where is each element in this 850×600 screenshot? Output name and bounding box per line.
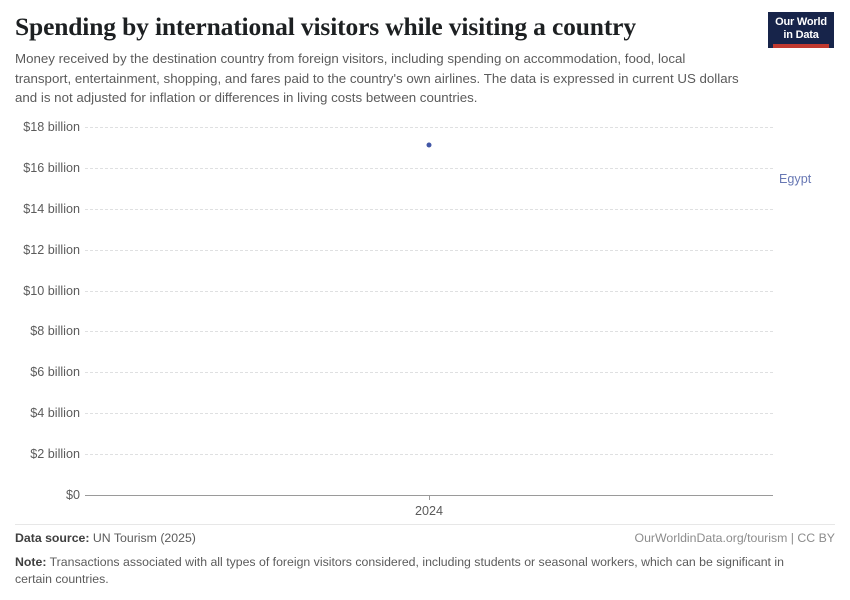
chart-footer: Data source: UN Tourism (2025) OurWorldi… (15, 531, 835, 586)
chart-note: Note: Transactions associated with all t… (15, 554, 815, 588)
y-axis-tick: $12 billion (0, 242, 80, 257)
owid-logo[interactable]: Our World in Data (768, 12, 834, 48)
x-axis-tick-label: 2024 (414, 504, 444, 518)
gridline (85, 249, 773, 251)
y-axis-tick-label: $18 billion (23, 120, 80, 134)
y-axis-tick: $6 billion (0, 365, 80, 380)
y-axis-tick-label: $10 billion (23, 283, 80, 298)
y-axis-tick-label: $4 billion (30, 406, 80, 421)
gridline (85, 167, 773, 169)
y-axis-tick: $10 billion (0, 283, 80, 298)
gridline (85, 208, 773, 210)
logo-line-1: Our World (775, 16, 827, 28)
data-point[interactable] (426, 142, 432, 148)
y-axis-tick: $8 billion (0, 324, 80, 339)
y-axis-tick-label: $12 billion (23, 242, 80, 257)
chart-note-label: Note: (15, 555, 47, 569)
gridline (85, 331, 773, 333)
chart-header: Spending by international visitors while… (15, 12, 755, 108)
y-axis-tick-label: $2 billion (30, 447, 80, 462)
chart-subtitle: Money received by the destination countr… (15, 51, 739, 105)
logo-line-2: in Data (783, 28, 819, 41)
footer-divider (15, 524, 835, 525)
y-axis-tick: $2 billion (0, 447, 80, 462)
data-source-value: UN Tourism (2025) (92, 531, 196, 545)
owid-url-license[interactable]: OurWorldinData.org/tourism | CC BY (634, 531, 835, 545)
y-axis-tick: $18 billion (0, 120, 80, 134)
gridline (85, 372, 773, 374)
gridline (85, 290, 773, 292)
gridline (85, 454, 773, 456)
page-title: Spending by international visitors while… (15, 12, 636, 41)
y-axis-tick: $16 billion (0, 160, 80, 175)
y-axis-tick-label: $6 billion (30, 365, 80, 380)
gridline (85, 127, 773, 128)
y-axis-tick-label: $8 billion (30, 324, 80, 339)
series-label-egypt[interactable]: Egypt (779, 172, 812, 187)
x-axis-tick-mark (429, 495, 430, 500)
chart-note-value: Transactions associated with all types o… (15, 555, 784, 586)
chart-plot-area[interactable]: $18 billion $16 billion $14 billion $12 bil… (0, 112, 850, 518)
gridline (85, 413, 773, 415)
y-axis-tick-label: $14 billion (23, 201, 80, 216)
y-axis-tick: $4 billion (0, 406, 80, 421)
y-axis-tick-label: $16 billion (23, 160, 80, 175)
y-axis-tick-label: $0 (65, 488, 80, 502)
y-axis-tick: $14 billion (0, 201, 80, 216)
y-axis-tick: $0 (0, 488, 80, 502)
data-source: Data source: UN Tourism (2025) (15, 531, 196, 545)
data-source-label: Data source: (15, 531, 90, 545)
logo-red-rule (773, 44, 829, 48)
